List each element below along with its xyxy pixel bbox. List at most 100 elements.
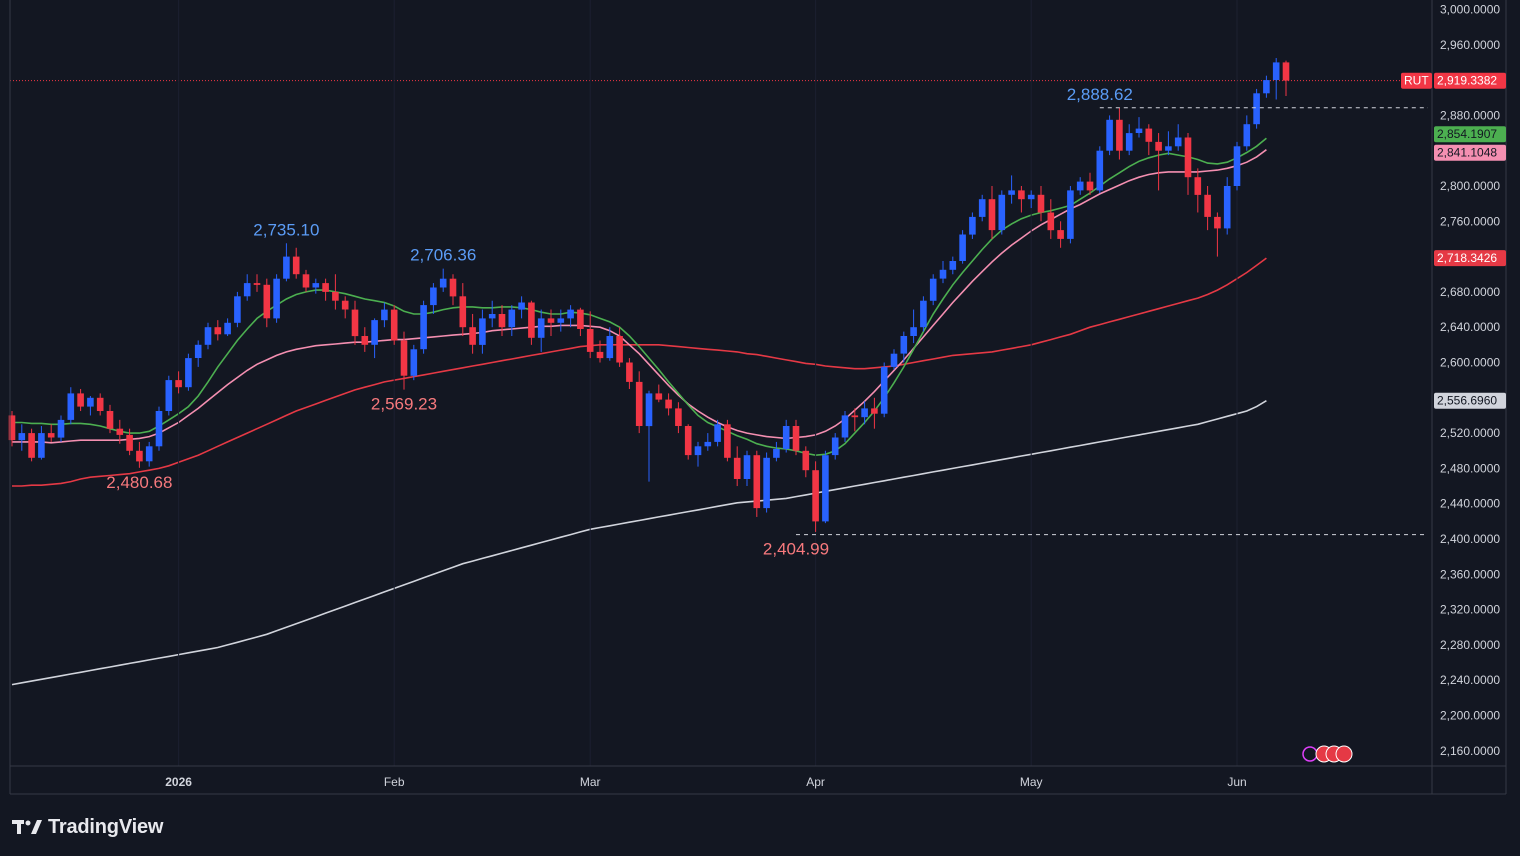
ma200-line[interactable]: [11, 400, 1267, 686]
candle[interactable]: [1037, 186, 1045, 222]
candle[interactable]: [910, 309, 917, 344]
chart-canvas[interactable]: 2,735.10 2,706.36 2,888.62 2,480.68 2,569.23…: [0, 0, 1520, 800]
candle[interactable]: [1067, 186, 1074, 244]
candle[interactable]: [1106, 115, 1113, 156]
candle[interactable]: [145, 441, 153, 467]
candle[interactable]: [831, 433, 839, 460]
candle[interactable]: [283, 243, 290, 282]
candle[interactable]: [390, 305, 398, 345]
candle[interactable]: [802, 446, 810, 478]
price-axis[interactable]: 3,000.0000 2,960.0000 2,880.0000 2,800.0000…: [1440, 3, 1500, 758]
candle[interactable]: [890, 349, 898, 370]
candle[interactable]: [969, 212, 976, 239]
candle[interactable]: [38, 426, 45, 460]
event-icons[interactable]: [1302, 745, 1353, 763]
candle[interactable]: [547, 309, 555, 337]
candle[interactable]: [292, 247, 300, 279]
candle[interactable]: [606, 327, 614, 361]
candle[interactable]: [704, 433, 712, 451]
candle[interactable]: [351, 300, 359, 345]
candle[interactable]: [567, 305, 574, 328]
candle[interactable]: [733, 446, 741, 487]
candle[interactable]: [430, 283, 437, 314]
candle[interactable]: [57, 415, 65, 442]
candle[interactable]: [204, 322, 212, 350]
candle[interactable]: [214, 320, 222, 341]
candle[interactable]: [77, 388, 84, 412]
candle[interactable]: [361, 327, 369, 352]
candle[interactable]: [841, 411, 849, 442]
candle[interactable]: [616, 327, 623, 367]
candle[interactable]: [773, 441, 780, 462]
candle[interactable]: [1165, 131, 1172, 156]
candle[interactable]: [18, 424, 26, 451]
candle[interactable]: [1253, 88, 1260, 129]
candle[interactable]: [714, 419, 721, 447]
candle[interactable]: [920, 296, 927, 332]
candle[interactable]: [253, 274, 261, 292]
candle[interactable]: [596, 340, 604, 363]
candle[interactable]: [743, 450, 751, 487]
candle[interactable]: [929, 274, 937, 306]
candle[interactable]: [792, 419, 800, 456]
candle[interactable]: [782, 419, 790, 453]
candle[interactable]: [312, 278, 320, 294]
candle[interactable]: [87, 396, 94, 416]
candle[interactable]: [332, 274, 339, 310]
candle[interactable]: [1018, 186, 1025, 213]
candle[interactable]: [8, 411, 16, 447]
candle[interactable]: [459, 283, 467, 337]
candle[interactable]: [194, 340, 202, 367]
candle[interactable]: [479, 309, 486, 354]
candle[interactable]: [322, 278, 329, 301]
us-flag-icon[interactable]: [1335, 745, 1353, 763]
candle[interactable]: [1282, 60, 1290, 96]
candle[interactable]: [185, 353, 192, 391]
candle[interactable]: [1155, 133, 1162, 191]
candle[interactable]: [28, 428, 35, 462]
candle[interactable]: [400, 331, 408, 390]
candle[interactable]: [243, 274, 251, 301]
candle[interactable]: [1214, 212, 1221, 257]
candle[interactable]: [1204, 186, 1211, 231]
candle[interactable]: [302, 269, 310, 292]
candle[interactable]: [1184, 133, 1192, 195]
candle[interactable]: [1233, 141, 1241, 191]
candle[interactable]: [949, 256, 957, 275]
candle[interactable]: [518, 296, 525, 319]
candle[interactable]: [900, 331, 908, 363]
candle[interactable]: [47, 424, 55, 442]
candle[interactable]: [469, 313, 476, 354]
candle[interactable]: [988, 186, 996, 239]
candle[interactable]: [1194, 168, 1202, 213]
candle[interactable]: [273, 274, 280, 323]
candle[interactable]: [822, 450, 829, 524]
candle[interactable]: [675, 402, 682, 434]
time-axis[interactable]: 2026 Feb Mar Apr May Jun: [165, 775, 1246, 789]
ma100-line[interactable]: [12, 257, 1267, 487]
candle[interactable]: [508, 305, 516, 337]
candle[interactable]: [1047, 199, 1055, 239]
candle[interactable]: [577, 307, 584, 337]
candle[interactable]: [263, 278, 271, 328]
candle[interactable]: [978, 194, 986, 222]
candle[interactable]: [1263, 75, 1270, 98]
candle[interactable]: [488, 300, 496, 328]
candle[interactable]: [1125, 124, 1133, 156]
candle[interactable]: [155, 406, 163, 451]
candle[interactable]: [175, 371, 182, 394]
candle[interactable]: [1076, 177, 1084, 195]
candle[interactable]: [410, 344, 418, 381]
candle[interactable]: [586, 311, 594, 359]
ma50-line[interactable]: [12, 149, 1267, 444]
candle[interactable]: [67, 387, 75, 425]
candle[interactable]: [655, 384, 663, 403]
candle[interactable]: [959, 230, 966, 264]
candle[interactable]: [939, 261, 947, 284]
candle[interactable]: [371, 318, 378, 359]
candle[interactable]: [871, 397, 878, 429]
candle[interactable]: [880, 362, 888, 418]
candle[interactable]: [1145, 124, 1153, 156]
candle[interactable]: [528, 300, 535, 345]
candle[interactable]: [116, 419, 124, 444]
